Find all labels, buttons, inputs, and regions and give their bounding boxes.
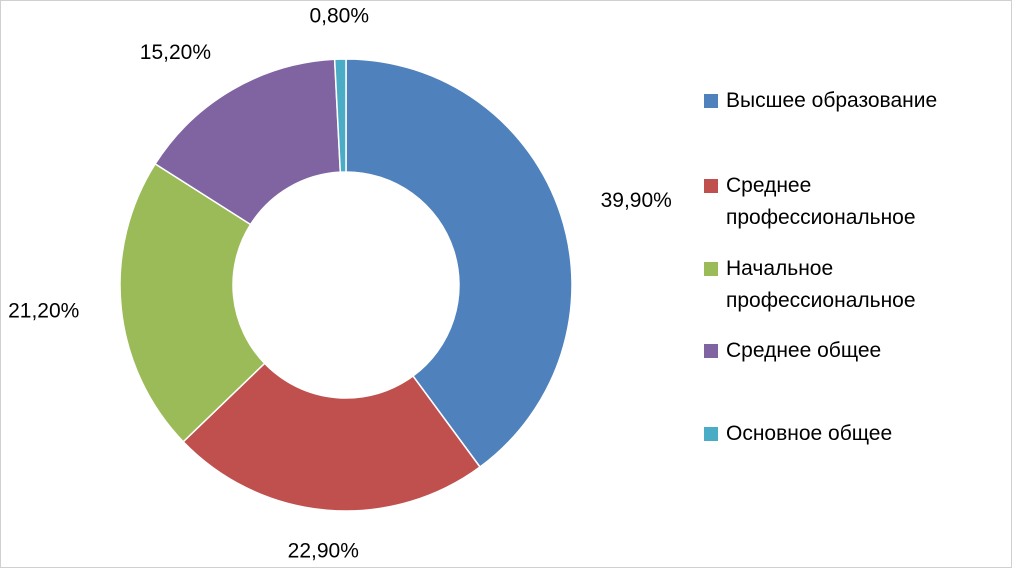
data-label: 39,90%: [601, 189, 672, 212]
legend-item: Среднее профессиональное: [704, 170, 974, 234]
legend-label: Основное общее: [726, 422, 893, 445]
data-label: 22,90%: [288, 540, 359, 563]
legend-label: Начальное профессиональное: [726, 257, 916, 312]
data-label: 15,20%: [140, 41, 211, 64]
legend-swatch: [704, 94, 718, 108]
legend-swatch: [704, 344, 718, 358]
donut-slice: [182, 362, 482, 512]
data-label: 21,20%: [8, 299, 79, 322]
legend-label: Среднее профессиональное: [726, 174, 916, 229]
donut-slice: [333, 58, 347, 173]
legend-swatch: [704, 427, 718, 441]
legend-label: Среднее общее: [726, 339, 882, 362]
legend-label: Высшее образование: [726, 89, 938, 112]
legend-item: Основное общее: [704, 418, 974, 450]
legend-item: Высшее образование: [704, 85, 974, 117]
donut-slice: [345, 58, 573, 469]
legend-item: Среднее общее: [704, 335, 974, 367]
donut-slice: [119, 162, 266, 443]
data-label: 0,80%: [309, 5, 369, 28]
donut-slice: [154, 58, 342, 226]
legend-item: Начальное профессиональное: [704, 253, 974, 317]
legend-swatch: [704, 179, 718, 193]
legend-swatch: [704, 262, 718, 276]
